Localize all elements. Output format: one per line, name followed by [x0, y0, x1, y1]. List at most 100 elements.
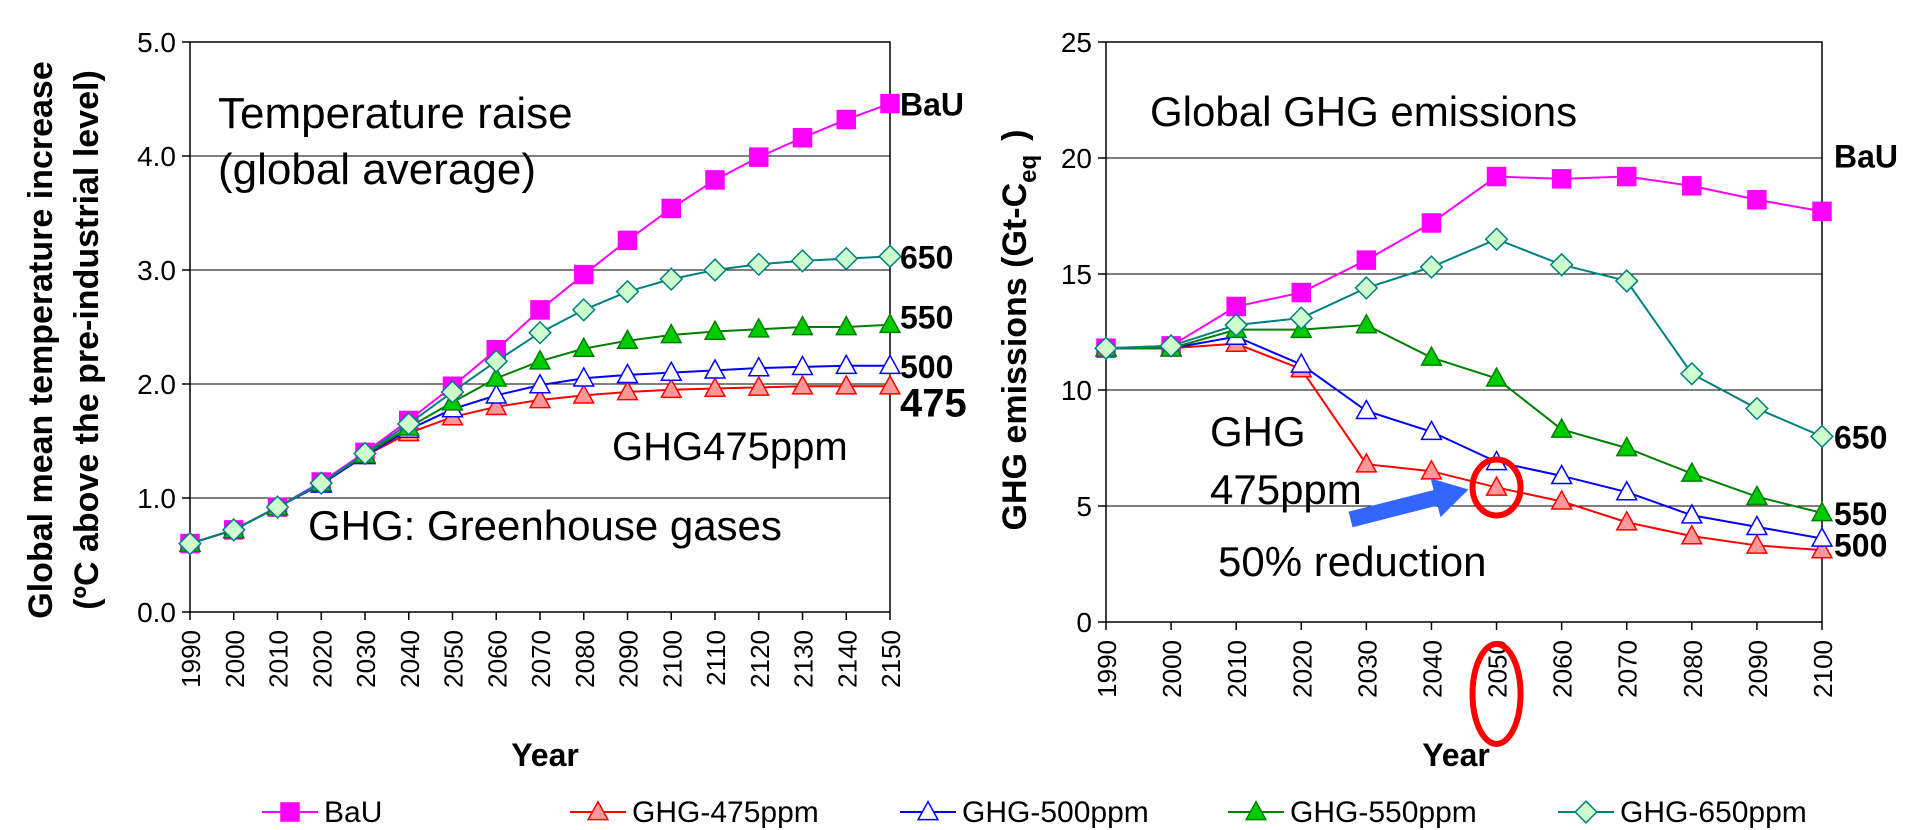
temperature-point-GHG-475ppm	[747, 375, 770, 396]
temperature-point-BaU	[574, 264, 594, 285]
emissions-point-GHG-475ppm	[1680, 524, 1703, 545]
temperature-point-BaU	[617, 230, 638, 251]
temperature-annotation-title: Temperature raise	[218, 89, 573, 138]
emissions-point-GHG-500ppm	[1420, 419, 1443, 441]
emissions-y-tick-label: 15	[1061, 259, 1092, 290]
emissions-point-GHG-475ppm	[1745, 533, 1769, 554]
temperature-point-GHG-650ppm	[790, 249, 815, 273]
legend-item-GHG-475ppm: GHG-475ppm	[570, 796, 819, 829]
temperature-point-GHG-475ppm	[485, 394, 508, 416]
emissions-x-tick-label: 2010	[1222, 640, 1252, 698]
emissions-y-tick-label: 0	[1076, 607, 1092, 638]
temperature-x-tick-label: 2120	[745, 630, 775, 688]
emissions-line-GHG-475ppm	[1106, 342, 1823, 552]
emissions-point-GHG-650ppm	[1419, 255, 1444, 279]
temperature-x-tick-label: 2080	[570, 630, 600, 688]
emissions-line-BaU	[1105, 175, 1823, 350]
emissions-point-GHG-550ppm	[1355, 313, 1378, 334]
temperature-x-axis-label: Year	[511, 737, 579, 773]
emissions-plot-frame	[1105, 41, 1823, 623]
emissions-x-tick-label: 2020	[1287, 640, 1317, 698]
emissions-chart: 0 5 10 15 20 25 1990 2000 2010 2020 2030 2040 20 5 0 2…	[996, 27, 1898, 773]
temperature-point-GHG-500ppm	[747, 356, 770, 377]
temperature-point-GHG-475ppm	[528, 388, 552, 409]
emissions-annotation-475ppm: 475ppm	[1210, 466, 1362, 513]
temperature-annotation-ghg-def: GHG: Greenhouse gases	[308, 502, 782, 549]
emissions-point-BaU	[1356, 250, 1377, 270]
emissions-series-BaU	[1096, 166, 1832, 358]
temperature-x-tick-label: 1990	[176, 630, 206, 688]
temperature-x-tick-label: 2140	[832, 630, 862, 688]
emissions-x-tick-label: 2060	[1548, 640, 1578, 698]
emissions-point-BaU	[1291, 282, 1312, 303]
emissions-series-GHG-500ppm	[1094, 324, 1834, 547]
emissions-line-GHG-500ppm	[1106, 335, 1823, 540]
emissions-point-GHG-475ppm	[1810, 538, 1834, 559]
temperature-point-GHG-650ppm	[484, 349, 509, 374]
emissions-end-label-BaU: BaU	[1834, 138, 1898, 174]
legend-label: GHG-650ppm	[1620, 796, 1807, 829]
temperature-end-label-GHG-650ppm: 650	[900, 239, 953, 275]
temperature-point-GHG-475ppm	[878, 374, 902, 395]
temperature-point-GHG-650ppm	[265, 495, 290, 519]
emissions-point-BaU	[1551, 169, 1572, 189]
emissions-point-GHG-650ppm	[1549, 252, 1574, 277]
emissions-point-GHG-650ppm	[1224, 313, 1249, 337]
highlight-circle-2050-point	[1469, 456, 1524, 519]
emissions-point-GHG-650ppm	[1614, 269, 1639, 293]
emissions-y-axis-label-sub: eq	[1015, 155, 1042, 183]
temperature-x-tick-label: 2020	[307, 630, 337, 688]
temperature-point-GHG-550ppm	[485, 366, 508, 387]
temperature-point-GHG-500ppm	[616, 362, 639, 384]
emissions-point-GHG-475ppm	[1550, 489, 1573, 510]
emissions-point-GHG-650ppm	[1289, 306, 1314, 330]
emissions-x-tick-label: 2030	[1352, 640, 1382, 698]
temperature-point-GHG-475ppm	[703, 376, 727, 397]
temperature-point-GHG-650ppm	[309, 471, 334, 496]
emissions-end-label-GHG-550ppm: 550	[1834, 496, 1887, 532]
temperature-point-GHG-550ppm	[528, 349, 552, 370]
emissions-end-label-GHG-500ppm: 500	[1834, 527, 1887, 563]
temperature-point-GHG-650ppm	[528, 320, 552, 345]
emissions-point-GHG-650ppm	[1679, 361, 1704, 386]
emissions-point-GHG-550ppm	[1550, 417, 1573, 438]
temperature-point-GHG-650ppm	[396, 412, 421, 436]
temperature-y-tick-label: 0.0	[137, 597, 176, 628]
temperature-point-GHG-500ppm	[791, 354, 814, 376]
temperature-x-tick-label: 2050	[439, 630, 469, 688]
emissions-x-tick-label: 2000	[1157, 640, 1187, 698]
emissions-point-BaU	[1682, 176, 1702, 196]
temperature-y-tick-label: 3.0	[137, 255, 176, 286]
emissions-point-GHG-650ppm	[1159, 334, 1183, 358]
temperature-point-GHG-650ppm	[834, 246, 859, 271]
emissions-x-tick-label: 2070	[1613, 640, 1643, 698]
legend-item-GHG-550ppm: GHG-550ppm	[1228, 796, 1477, 829]
emissions-annotation-title: Global GHG emissions	[1150, 88, 1577, 135]
temperature-point-GHG-650ppm	[353, 441, 377, 466]
legend-label: GHG-500ppm	[962, 796, 1149, 829]
temperature-point-GHG-475ppm	[616, 380, 639, 401]
emissions-point-BaU	[1747, 190, 1767, 210]
temperature-point-GHG-550ppm	[703, 319, 727, 340]
emissions-line-GHG-550ppm	[1106, 324, 1823, 514]
emissions-point-GHG-475ppm	[1355, 452, 1378, 473]
emissions-y-tick-label: 5	[1076, 491, 1092, 522]
temperature-point-GHG-550ppm	[660, 323, 683, 344]
temperature-point-GHG-550ppm	[747, 317, 770, 338]
emissions-point-BaU	[1616, 166, 1637, 187]
temperature-end-label-GHG-500ppm: 500	[900, 349, 953, 385]
emissions-point-GHG-500ppm	[1810, 526, 1834, 547]
temperature-x-tick-label: 2150	[876, 630, 906, 688]
emissions-y-ticks: 0 5 10 15 20 25	[1061, 27, 1106, 638]
temperature-point-GHG-500ppm	[878, 353, 902, 375]
legend-item-GHG-500ppm: GHG-500ppm	[900, 796, 1149, 829]
emissions-y-axis-label-main: GHG emissions (Gt-C	[996, 183, 1034, 531]
temperature-x-tick-label: 2030	[351, 630, 381, 688]
temperature-chart: 0.0 1.0 2.0 3.0 4.0 5.0 1990 2000 2010 2020 2030 2…	[22, 27, 967, 773]
emissions-annotation-reduction: 50% reduction	[1218, 538, 1487, 585]
temperature-point-GHG-550ppm	[878, 312, 902, 334]
emissions-point-GHG-650ppm	[1810, 424, 1834, 449]
emissions-x-ticks: 1990 2000 2010 2020 2030 2040 2050 2060 2070 2080…	[1092, 622, 1838, 698]
temperature-point-GHG-550ppm	[791, 315, 814, 336]
